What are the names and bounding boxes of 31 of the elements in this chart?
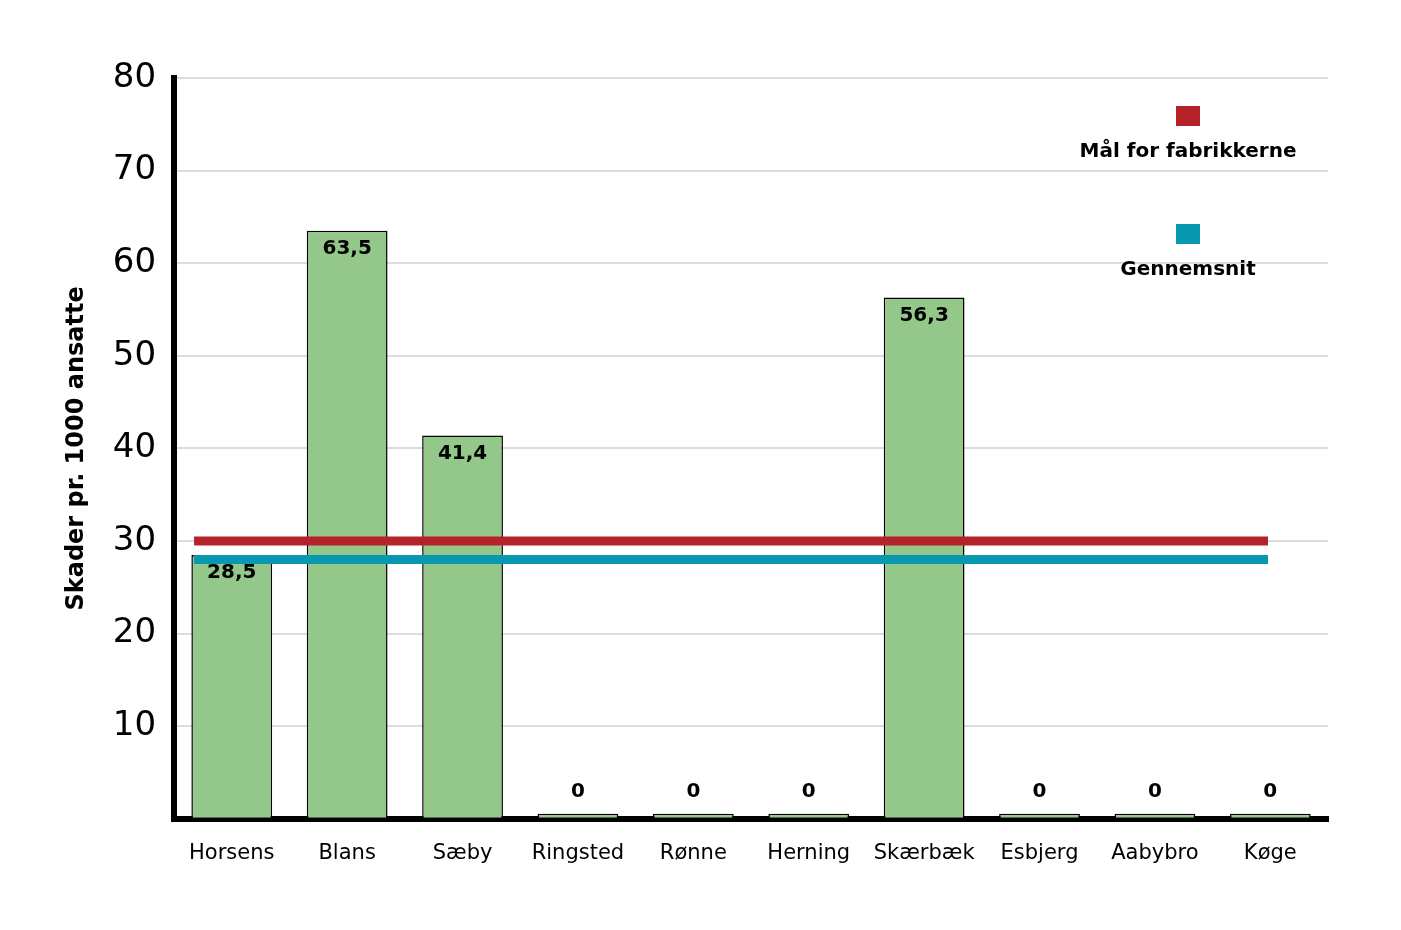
data-label: 0 <box>1147 778 1162 802</box>
y-tick-label: 50 <box>112 332 157 373</box>
x-tick-label: Herning <box>767 839 851 864</box>
data-label: 28,5 <box>207 559 257 584</box>
y-tick-label: 60 <box>112 240 157 281</box>
data-label: 56,3 <box>899 301 949 326</box>
legend-label: Mål for fabrikkerne <box>1079 138 1297 163</box>
x-tick-label: Skærbæk <box>873 839 976 864</box>
x-tick-label: Ringsted <box>531 839 625 864</box>
y-tick-label: 70 <box>112 147 157 188</box>
y-axis-title: Skader pr. 1000 ansatte <box>60 286 89 611</box>
data-label: 0 <box>801 778 816 802</box>
x-tick-label: Blans <box>318 839 376 864</box>
data-label: 0 <box>1263 778 1278 802</box>
legend-label: Gennemsnit <box>1120 256 1257 281</box>
y-tick-label: 20 <box>112 610 157 651</box>
y-tick-label: 30 <box>112 517 157 558</box>
x-tick-label: Horsens <box>189 839 275 864</box>
x-tick-label: Aabybro <box>1111 839 1199 864</box>
data-label: 63,5 <box>322 234 372 259</box>
y-tick-label: 10 <box>112 703 157 744</box>
x-tick-label: Rønne <box>659 839 727 864</box>
x-tick-label: Sæby <box>432 839 493 864</box>
data-label: 41,4 <box>437 439 488 464</box>
x-tick-label: Esbjerg <box>1000 839 1079 864</box>
y-tick-label: 40 <box>112 425 157 466</box>
data-label: 0 <box>686 778 701 802</box>
y-tick-label: 80 <box>112 54 157 95</box>
data-label: 0 <box>570 778 585 802</box>
data-label: 0 <box>1032 778 1047 802</box>
x-tick-label: Køge <box>1243 839 1297 864</box>
